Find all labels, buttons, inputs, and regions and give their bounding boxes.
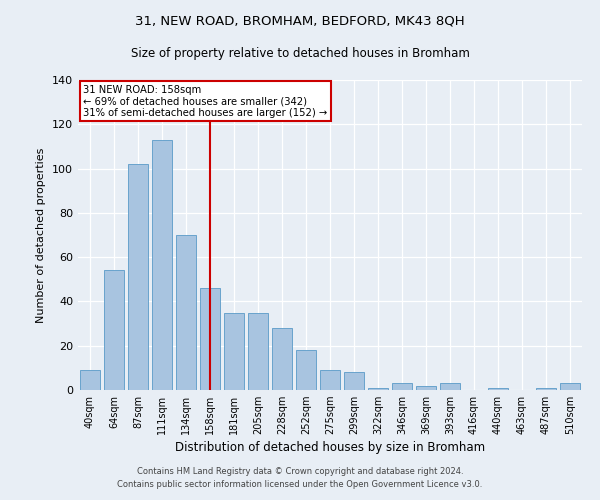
Bar (200, 288, 220, 390)
Text: Size of property relative to detached houses in Bromham: Size of property relative to detached ho… (131, 48, 469, 60)
Bar (560, 384, 580, 390)
Bar (152, 140, 172, 390)
Bar (416, 386, 436, 390)
Bar (368, 388, 388, 390)
Bar (536, 388, 556, 390)
Bar (392, 384, 412, 390)
X-axis label: Distribution of detached houses by size in Bromham: Distribution of detached houses by size … (175, 442, 485, 454)
Bar (224, 312, 244, 390)
Bar (176, 235, 196, 390)
Y-axis label: Number of detached properties: Number of detached properties (37, 148, 46, 322)
Text: Contains HM Land Registry data © Crown copyright and database right 2024.: Contains HM Land Registry data © Crown c… (137, 467, 463, 476)
Bar (104, 270, 124, 390)
Bar (80, 370, 100, 390)
Bar (128, 164, 148, 390)
Bar (488, 388, 508, 390)
Text: 31 NEW ROAD: 158sqm
← 69% of detached houses are smaller (342)
31% of semi-detac: 31 NEW ROAD: 158sqm ← 69% of detached ho… (83, 84, 327, 118)
Bar (440, 384, 460, 390)
Bar (248, 312, 268, 390)
Bar (272, 328, 292, 390)
Text: Contains public sector information licensed under the Open Government Licence v3: Contains public sector information licen… (118, 480, 482, 489)
Bar (320, 370, 340, 390)
Bar (344, 372, 364, 390)
Text: 31, NEW ROAD, BROMHAM, BEDFORD, MK43 8QH: 31, NEW ROAD, BROMHAM, BEDFORD, MK43 8QH (135, 15, 465, 28)
Bar (296, 350, 316, 390)
